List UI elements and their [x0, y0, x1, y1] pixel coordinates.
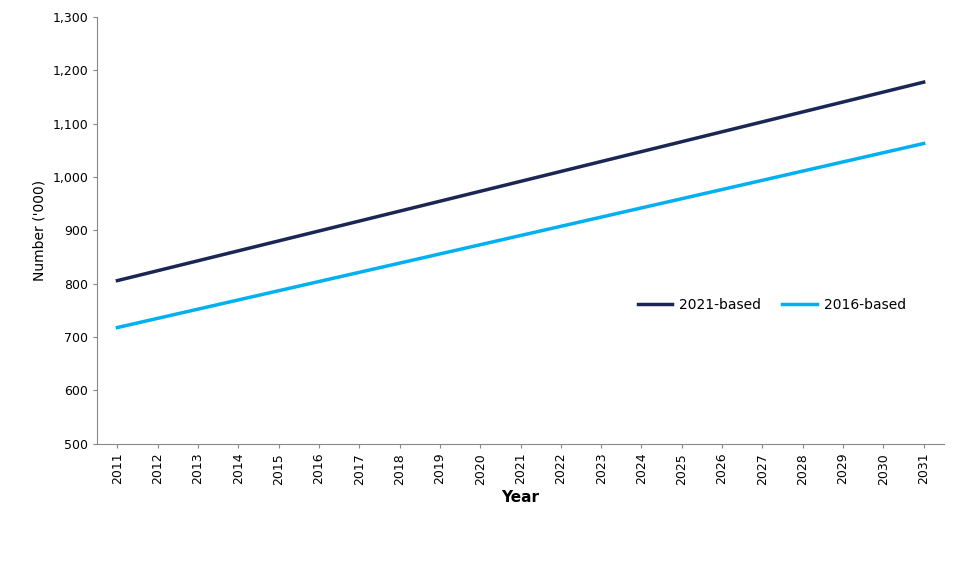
- 2021-based: [434, 198, 446, 205]
- 2016-based: [635, 204, 647, 211]
- 2021-based: [394, 208, 406, 215]
- 2016-based: [676, 195, 688, 202]
- 2021-based: [797, 109, 809, 116]
- 2016-based: [878, 149, 889, 156]
- 2016-based: [757, 177, 769, 184]
- 2016-based: [595, 214, 607, 221]
- 2021-based: [353, 218, 365, 225]
- 2021-based: [112, 277, 124, 284]
- 2021-based: [716, 129, 728, 135]
- 2021-based: [233, 248, 244, 254]
- 2021-based: [635, 148, 647, 155]
- X-axis label: Year: Year: [501, 490, 540, 505]
- 2016-based: [272, 287, 284, 294]
- 2016-based: [515, 232, 526, 239]
- 2016-based: [152, 315, 163, 321]
- 2016-based: [475, 241, 486, 248]
- 2021-based: [595, 158, 607, 165]
- Line: 2021-based: 2021-based: [118, 82, 923, 281]
- 2021-based: [272, 237, 284, 244]
- Legend: 2021-based, 2016-based: 2021-based, 2016-based: [632, 292, 912, 318]
- 2016-based: [313, 278, 325, 285]
- 2016-based: [434, 250, 446, 257]
- 2021-based: [676, 138, 688, 145]
- 2021-based: [193, 257, 204, 264]
- Line: 2016-based: 2016-based: [118, 143, 923, 328]
- 2021-based: [152, 267, 163, 274]
- 2021-based: [878, 89, 889, 96]
- 2016-based: [797, 168, 809, 175]
- 2016-based: [193, 306, 204, 312]
- 2016-based: [233, 296, 244, 303]
- 2016-based: [918, 140, 929, 147]
- 2021-based: [515, 178, 526, 185]
- 2021-based: [918, 79, 929, 85]
- 2021-based: [313, 228, 325, 234]
- 2021-based: [757, 118, 769, 125]
- 2016-based: [394, 259, 406, 266]
- 2016-based: [555, 223, 566, 230]
- 2021-based: [837, 98, 848, 105]
- 2016-based: [837, 159, 848, 166]
- 2021-based: [555, 168, 566, 175]
- Y-axis label: Number ('000): Number ('000): [33, 180, 47, 281]
- 2016-based: [353, 269, 365, 276]
- 2021-based: [475, 188, 486, 195]
- 2016-based: [112, 324, 124, 331]
- 2016-based: [716, 186, 728, 193]
